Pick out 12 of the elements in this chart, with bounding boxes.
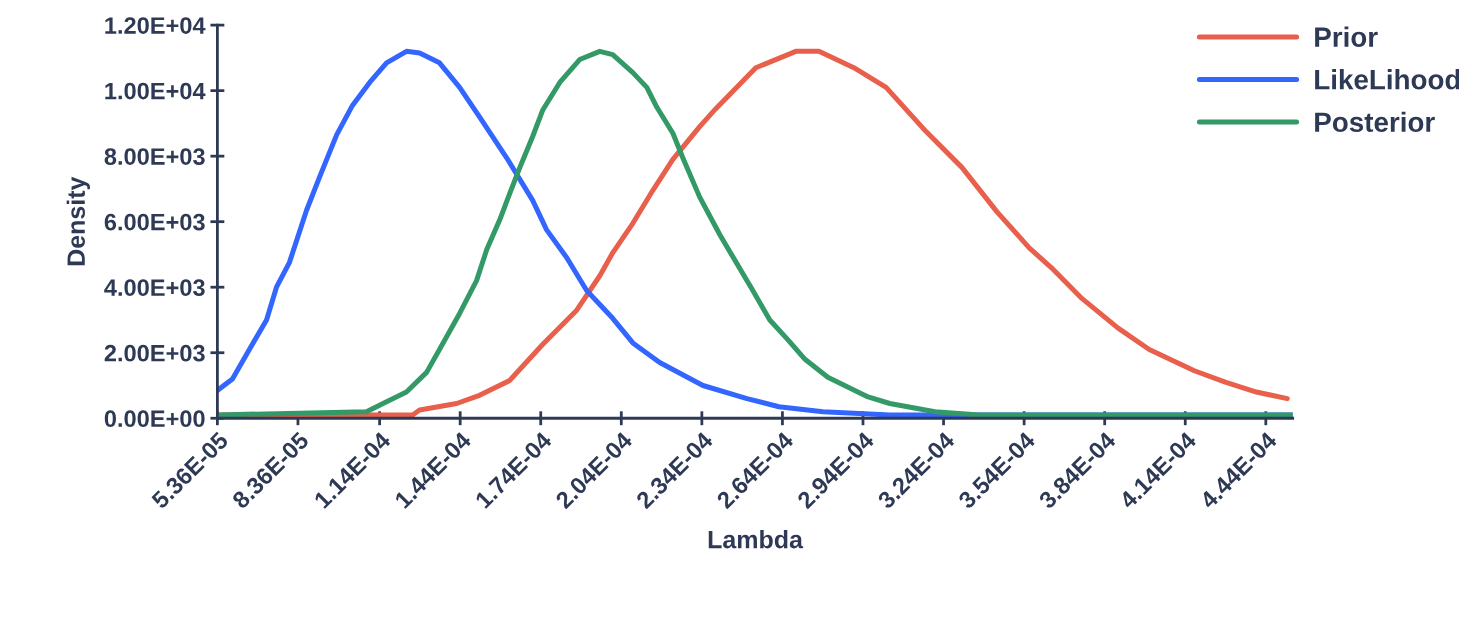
y-tick-label: 4.00E+03 [104, 279, 205, 297]
y-tick-label: 1.20E+04 [105, 17, 206, 34]
y-tick-label: 1.00E+04 [105, 82, 206, 100]
y-tick-label: 0.00E+00 [104, 410, 205, 428]
y-tick-label: 6.00E+03 [104, 213, 205, 231]
y-tick-label: 2.00E+03 [104, 344, 205, 362]
legend-label: Prior [1315, 26, 1378, 47]
legend-label: Posterior [1315, 111, 1435, 133]
legend-label: LikeLihood [1315, 69, 1459, 90]
x-axis-title: Lambda [708, 530, 804, 549]
y-axis-title: Density [66, 176, 90, 266]
y-tick-label: 8.00E+03 [104, 148, 205, 165]
